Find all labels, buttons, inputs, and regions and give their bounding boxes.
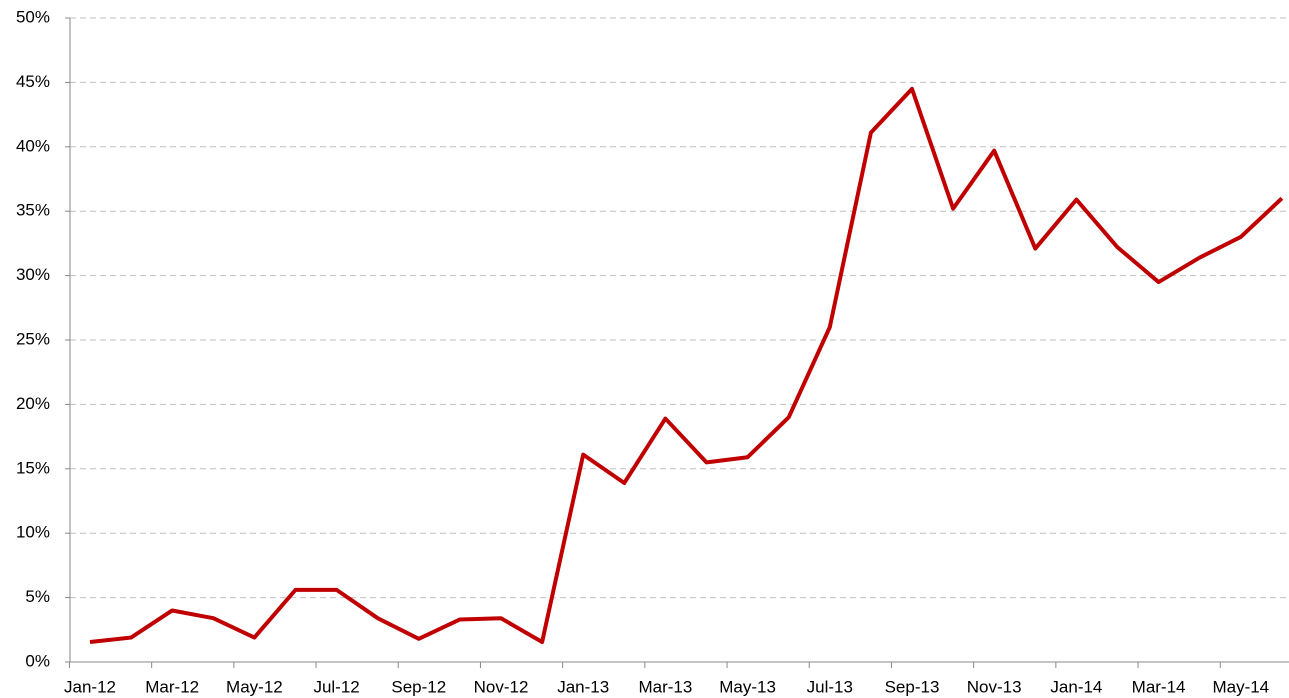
x-tick-label: Mar-12 bbox=[145, 677, 199, 696]
y-tick-label: 30% bbox=[16, 265, 50, 284]
y-tick-label: 5% bbox=[25, 587, 50, 606]
x-tick-label: Jul-12 bbox=[313, 677, 359, 696]
x-tick-label: May-14 bbox=[1212, 677, 1269, 696]
x-tick-label: Nov-12 bbox=[474, 677, 529, 696]
line-series bbox=[89, 86, 1284, 645]
y-tick-label: 50% bbox=[16, 7, 50, 26]
x-tick-label: Sep-13 bbox=[885, 677, 940, 696]
y-tick-label: 10% bbox=[16, 523, 50, 542]
y-tick-label: 20% bbox=[16, 394, 50, 413]
x-tick-label: May-13 bbox=[719, 677, 776, 696]
y-tick-label: 25% bbox=[16, 329, 50, 348]
y-tick-label: 15% bbox=[16, 458, 50, 477]
y-tick-label: 35% bbox=[16, 201, 50, 220]
x-tick-label: Jan-12 bbox=[64, 677, 116, 696]
x-tick-label: Sep-12 bbox=[391, 677, 446, 696]
y-tick-label: 45% bbox=[16, 72, 50, 91]
x-tick-label: Mar-13 bbox=[638, 677, 692, 696]
y-tick-label: 40% bbox=[16, 136, 50, 155]
x-tick-label: Nov-13 bbox=[967, 677, 1022, 696]
x-tick-label: Jan-14 bbox=[1050, 677, 1102, 696]
x-tick-label: Jan-13 bbox=[557, 677, 609, 696]
x-tick-label: Jul-13 bbox=[807, 677, 853, 696]
y-tick-label: 0% bbox=[25, 651, 50, 670]
x-tick-label: Mar-14 bbox=[1132, 677, 1186, 696]
x-tick-label: May-12 bbox=[226, 677, 283, 696]
